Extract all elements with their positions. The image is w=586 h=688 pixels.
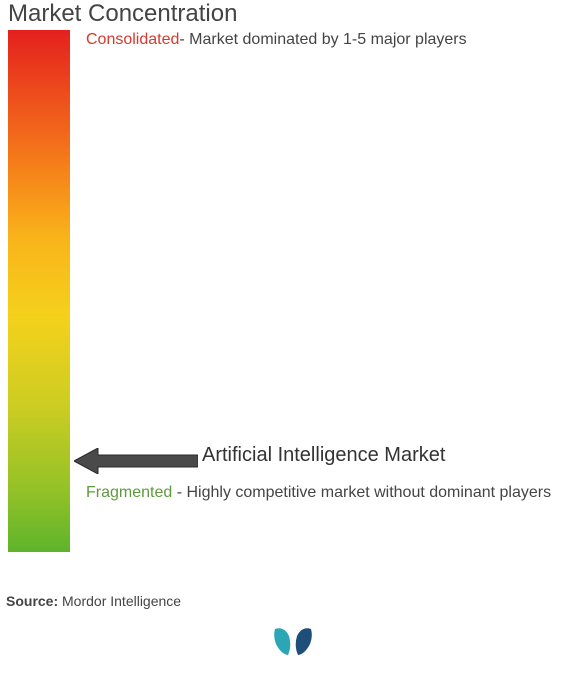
fragmented-keyword: Fragmented (86, 484, 172, 501)
fragmented-description: - Highly competitive market without domi… (172, 484, 551, 501)
mordor-intelligence-logo-icon (272, 626, 314, 658)
fragmented-annotation: Fragmented - Highly competitive market w… (86, 478, 576, 508)
gradient-svg (8, 30, 70, 552)
market-position-arrow (74, 448, 198, 474)
consolidated-annotation: Consolidated- Market dominated by 1-5 ma… (86, 29, 467, 51)
arrow-icon (74, 448, 198, 474)
source-value: Mordor Intelligence (62, 593, 181, 609)
consolidated-keyword: Consolidated (86, 31, 179, 48)
consolidated-description: - Market dominated by 1-5 major players (179, 31, 466, 48)
market-pointer-label: Artificial Intelligence Market (202, 444, 445, 467)
source-line: Source: Mordor Intelligence (6, 593, 181, 609)
concentration-gradient-bar (8, 30, 70, 552)
source-label: Source: (6, 593, 58, 609)
page-title: Market Concentration (8, 0, 237, 28)
